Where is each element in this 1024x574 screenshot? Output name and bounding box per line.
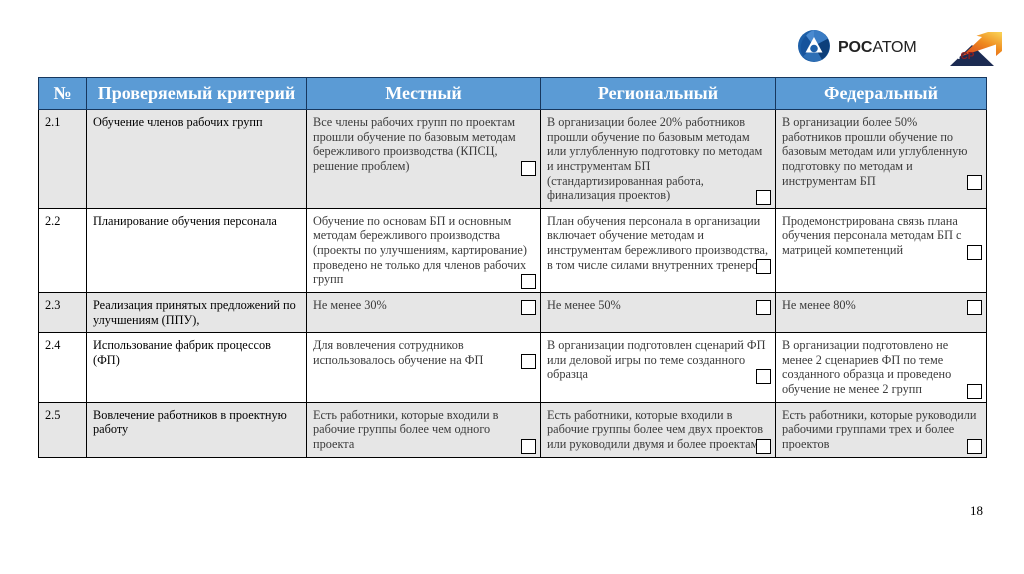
svg-text:П: П xyxy=(953,51,960,62)
svg-text:РОСАТОМ: РОСАТОМ xyxy=(838,39,917,56)
svg-text:СР: СР xyxy=(961,51,975,62)
